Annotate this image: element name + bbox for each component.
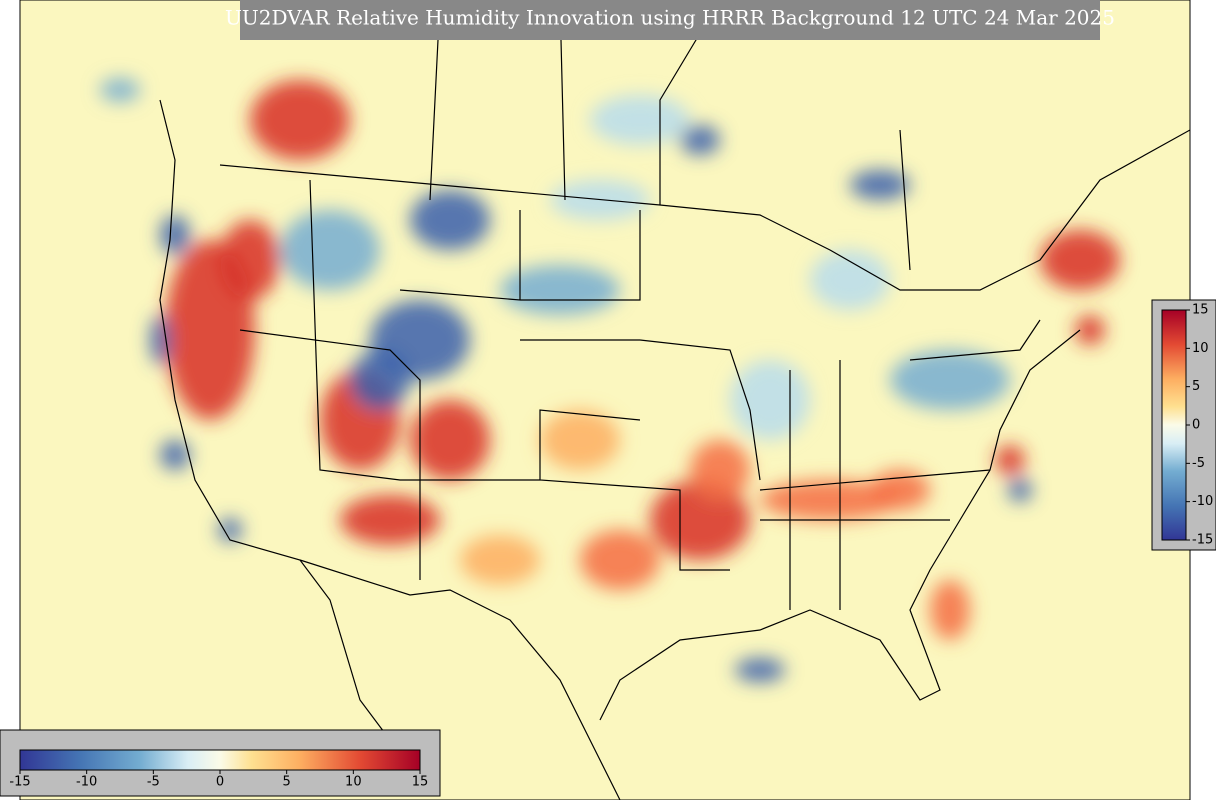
title-box: [240, 0, 1100, 40]
field-blob: [735, 658, 785, 682]
colorbar-tick-label: -5: [147, 775, 160, 790]
field-blob: [160, 215, 190, 255]
border: [219, 129, 1190, 291]
field-blob: [410, 190, 490, 250]
field-blob: [850, 170, 910, 200]
field-blob: [218, 518, 242, 542]
colorbar-ticks: -15 -10 -5 0 5 10 15: [1186, 303, 1213, 548]
field-blob: [590, 95, 690, 145]
colorbar-ticks: -15 -10 -5 0 5 10 15: [9, 770, 428, 790]
colorbar-tick-label: 0: [216, 775, 224, 790]
field-blob: [870, 470, 930, 510]
field-blob: [150, 315, 170, 365]
province-lines: [429, 0, 911, 271]
field-blob: [680, 125, 720, 155]
field-blob: [1008, 478, 1032, 502]
field-blob: [580, 530, 660, 590]
colorbar-tick-label: -10: [1192, 494, 1213, 509]
field-blob: [650, 480, 750, 560]
colorbar-tick-label: -15: [9, 775, 30, 790]
field-blob: [100, 78, 140, 102]
colorbar-tick-label: 15: [1192, 303, 1209, 318]
field-blob: [280, 210, 380, 290]
field-blob: [460, 535, 540, 585]
field-blob: [1040, 230, 1120, 290]
boundaries: [159, 0, 1190, 800]
field-blob: [810, 250, 890, 310]
field-blob: [500, 265, 620, 315]
field-blob: [160, 440, 190, 470]
title: UU2DVAR Relative Humidity Innovation usi…: [225, 6, 1115, 30]
state-lines: [239, 179, 1041, 610]
field-blob: [410, 400, 490, 480]
colorbar-tick-label: -5: [1192, 456, 1205, 471]
field-blob: [250, 80, 350, 160]
coastline: [159, 99, 391, 741]
colorbar-tick-label: 10: [1192, 341, 1209, 356]
field-blob: [540, 410, 620, 470]
colorbar-tick-label: -10: [76, 775, 97, 790]
border: [299, 559, 621, 800]
colorbar-tick-label: 5: [1192, 379, 1200, 394]
colorbar-tick-label: -15: [1192, 533, 1213, 548]
field-blob: [930, 580, 970, 640]
field-blob: [690, 440, 750, 500]
field-blob: [350, 350, 410, 410]
field-blob: [760, 480, 900, 520]
field-blob: [220, 220, 280, 300]
humidity-field: [100, 78, 1120, 682]
colorbar-tick-label: 5: [283, 775, 291, 790]
colorbar: [1161, 309, 1187, 541]
colorbar: [19, 749, 421, 771]
field-blob: [995, 445, 1025, 475]
field-blob: [890, 350, 1010, 410]
colorbar-tick-label: 10: [345, 775, 362, 790]
field-blob: [340, 495, 440, 545]
coastline: [599, 329, 1081, 721]
colorbar-tick-label: 0: [1192, 418, 1200, 433]
field-blob: [730, 360, 810, 440]
field-blob: [1075, 315, 1105, 345]
colorbar-tick-label: 15: [412, 775, 429, 790]
